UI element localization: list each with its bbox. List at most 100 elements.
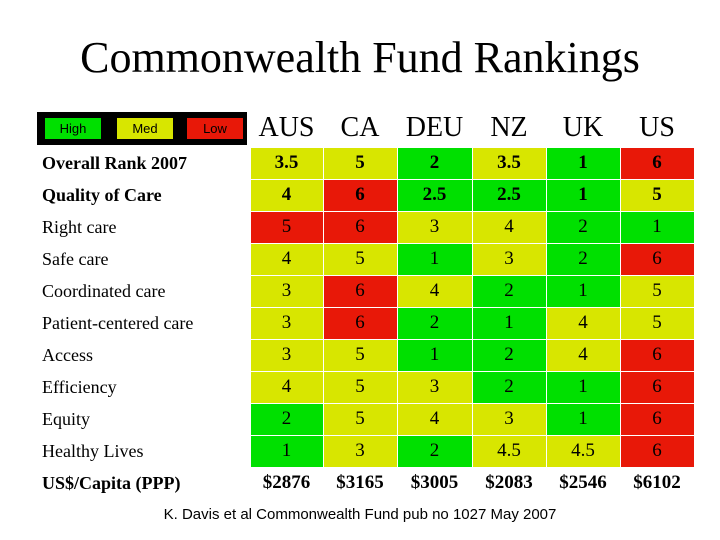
column-header: CA [340,111,380,143]
rank-cell: 6 [322,274,398,308]
table-row: Coordinated care 3 6 4 2 1 5 [36,274,695,308]
rank-cell: 6 [619,146,695,180]
table-row: US$/Capita (PPP) $2876 $3165 $3005 $2083 $254… [36,466,695,500]
rank-cell: $3005 [396,466,473,500]
rank-cell: 2 [545,242,621,276]
rank-cell: 1 [619,210,695,244]
row-label: Overall Rank 2007 [42,152,188,173]
row-label: Healthy Lives [42,440,144,461]
rank-cell: 3 [471,242,547,276]
rank-cell: 3 [396,210,473,244]
rank-cell: 5 [322,146,398,180]
rank-cell: 2 [396,434,473,468]
row-label: Equity [42,408,90,429]
rank-cell: 2.5 [471,178,547,212]
column-header: NZ [490,111,528,143]
rank-cell: 4 [396,402,473,436]
rank-cell: 6 [322,178,398,212]
table-body: Overall Rank 2007 3.5 5 2 3.5 1 6 Quality of Ca… [36,146,695,500]
rank-cell: 2 [396,146,473,180]
rank-cell: 3 [249,306,324,340]
rank-cell: 1 [396,338,473,372]
rank-cell: 3.5 [249,146,324,180]
legend-low: Low [187,118,243,139]
rank-cell: 1 [545,402,621,436]
rank-cell: 4.5 [471,434,547,468]
row-label: Efficiency [42,376,117,397]
rank-cell: 3.5 [471,146,547,180]
rank-cell: 5 [322,242,398,276]
rank-cell: 2 [249,402,324,436]
row-label: Quality of Care [42,184,162,205]
rankings-table: AUS CA DEU NZ UK US Overall Rank 2007 3.5… [36,109,695,500]
rank-cell: 3 [249,338,324,372]
rank-cell: $2083 [471,466,547,500]
table-row: Quality of Care 4 6 2.5 2.5 1 5 [36,178,695,212]
row-label: Access [42,344,93,365]
table-row: Safe care 4 5 1 3 2 6 [36,242,695,276]
rank-cell: 2.5 [396,178,473,212]
rank-cell: $3165 [322,466,398,500]
table-row: Efficiency 4 5 3 2 1 6 [36,370,695,404]
rank-cell: 2 [471,338,547,372]
rank-cell: 2 [471,274,547,308]
source-citation: K. Davis et al Commonwealth Fund pub no … [163,506,557,523]
table-row: Equity 2 5 4 3 1 6 [36,402,695,436]
table-row: Healthy Lives 1 3 2 4.5 4.5 6 [36,434,695,468]
rank-cell: 5 [619,306,695,340]
rank-cell: 6 [619,338,695,372]
rank-cell: 5 [249,210,324,244]
rank-cell: 1 [545,146,621,180]
table-row: Access 3 5 1 2 4 6 [36,338,695,372]
row-label: Patient-centered care [42,312,194,333]
rank-cell: 4 [249,178,324,212]
header-row: AUS CA DEU NZ UK US [36,109,694,147]
rank-cell: 4 [545,306,621,340]
rank-cell: 3 [471,402,547,436]
rank-cell: 5 [619,274,695,308]
rank-cell: 1 [471,306,547,340]
rank-cell: 3 [249,274,324,308]
table-row: Right care 5 6 3 4 2 1 [36,210,695,244]
table-row: Patient-centered care 3 6 2 1 4 5 [36,306,695,340]
rank-cell: 6 [619,402,695,436]
rank-cell: $6102 [619,466,695,500]
rank-cell: 4 [249,370,324,404]
rank-cell: 6 [322,306,398,340]
row-label: Safe care [42,248,109,269]
rank-cell: 1 [396,242,473,276]
rank-cell: $2876 [249,466,324,500]
rank-cell: 1 [545,178,621,212]
rank-cell: 6 [322,210,398,244]
table-row: Overall Rank 2007 3.5 5 2 3.5 1 6 [36,146,695,180]
column-header: AUS [258,111,315,143]
column-header: DEU [405,111,464,143]
page-title: Commonwealth Fund Rankings [80,33,640,82]
column-header: UK [562,111,604,143]
rank-cell: 6 [619,242,695,276]
rank-cell: 1 [249,434,324,468]
rank-cell: 4.5 [545,434,621,468]
rank-cell: 5 [322,402,398,436]
rank-cell: 4 [545,338,621,372]
rank-cell: 4 [471,210,547,244]
rank-cell: $2546 [545,466,621,500]
rank-cell: 5 [322,338,398,372]
rank-cell: 2 [545,210,621,244]
rank-cell: 2 [471,370,547,404]
rank-cell: 1 [545,274,621,308]
column-header: US [639,111,675,143]
rank-cell: 1 [545,370,621,404]
legend: High Med Low [37,112,247,145]
legend-high: High [45,118,101,139]
row-label: Coordinated care [42,280,166,301]
rank-cell: 5 [322,370,398,404]
row-label: Right care [42,216,117,237]
rank-cell: 6 [619,434,695,468]
rank-cell: 3 [396,370,473,404]
rank-cell: 4 [396,274,473,308]
rank-cell: 6 [619,370,695,404]
rank-cell: 3 [322,434,398,468]
rank-cell: 2 [396,306,473,340]
rank-cell: 4 [249,242,324,276]
